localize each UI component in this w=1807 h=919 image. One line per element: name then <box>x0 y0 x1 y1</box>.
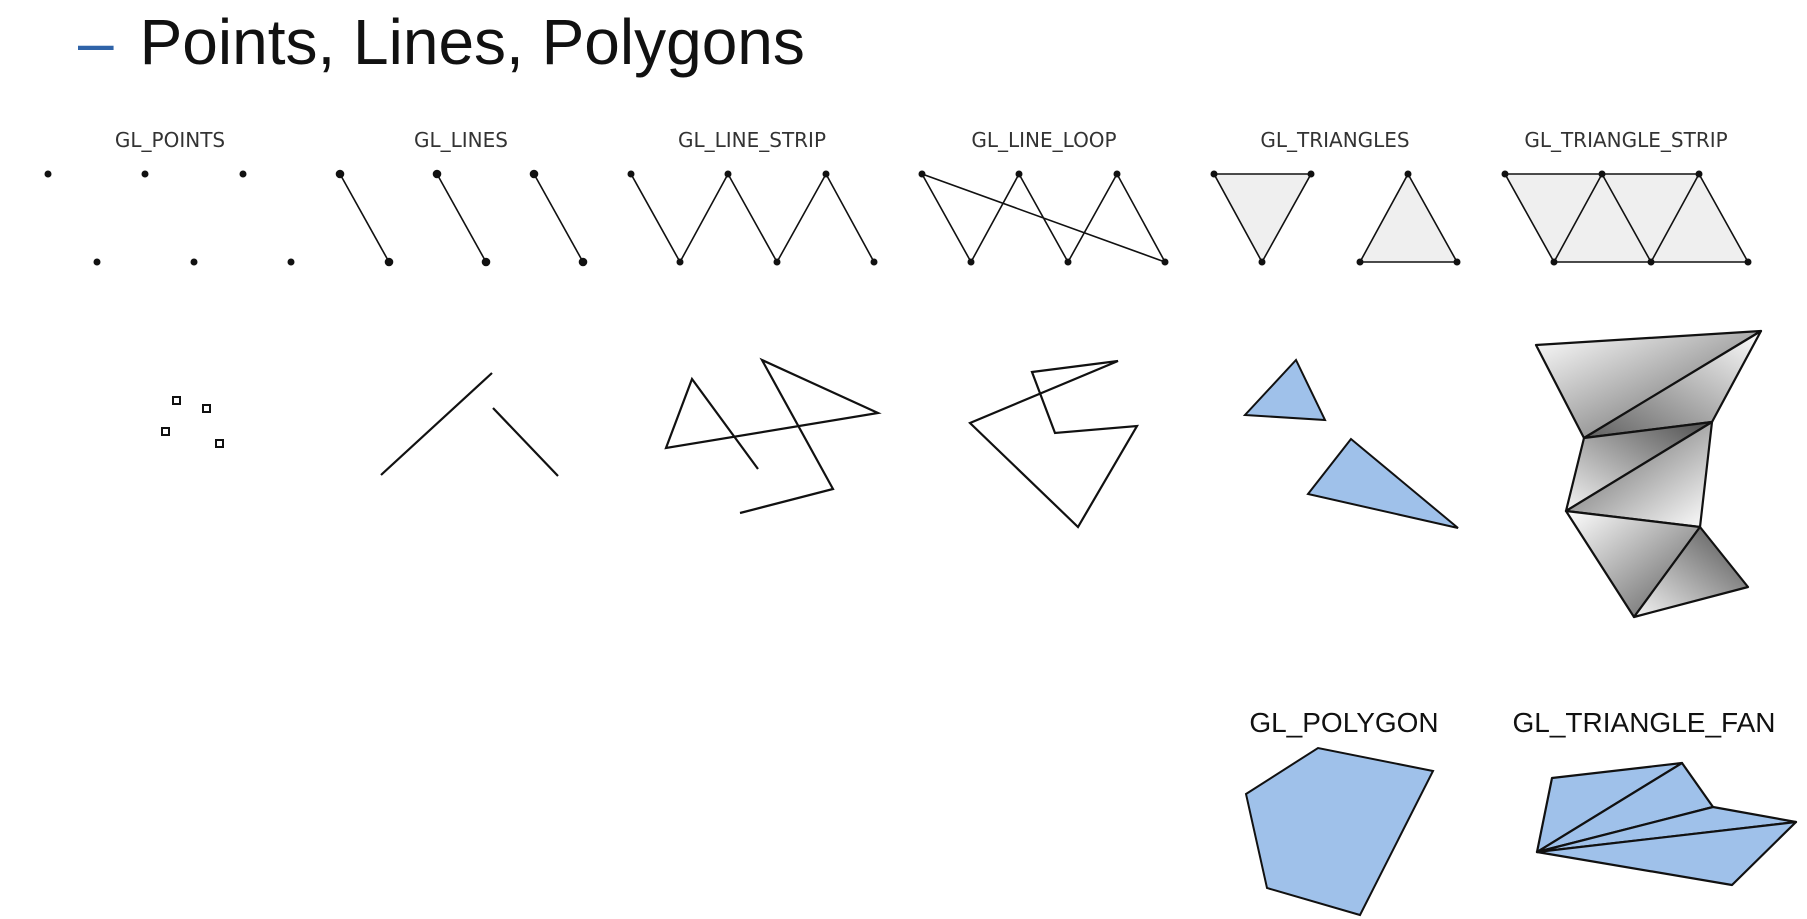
triangle-strip-example-top <box>1501 170 1752 266</box>
polygon-example <box>1244 746 1435 917</box>
triangles-example-middle <box>1242 358 1459 529</box>
line-loop-example-top <box>918 170 1169 266</box>
label-gl-polygon: GL_POLYGON <box>1249 707 1438 738</box>
label-gl-triangle-fan: GL_TRIANGLE_FAN <box>1513 707 1776 738</box>
bullet-dash: – <box>78 6 114 78</box>
line-loop-example-middle <box>968 359 1140 529</box>
label-gl-line-loop: GL_LINE_LOOP <box>971 128 1116 152</box>
label-gl-line-strip: GL_LINE_STRIP <box>678 128 826 152</box>
points-example-top <box>44 170 295 266</box>
label-gl-lines: GL_LINES <box>414 128 508 152</box>
triangles-example-top <box>1210 170 1461 266</box>
line-strip-example-middle <box>664 357 882 515</box>
line-strip-example-top <box>627 170 878 266</box>
label-gl-triangles: GL_TRIANGLES <box>1260 128 1409 152</box>
label-gl-points: GL_POINTS <box>115 128 225 152</box>
slide-title: Points, Lines, Polygons <box>139 6 805 78</box>
label-gl-triangle-strip: GL_TRIANGLE_STRIP <box>1524 128 1727 152</box>
lines-example-top <box>335 169 588 267</box>
slide-heading: – Points, Lines, Polygons <box>78 2 805 82</box>
points-example-middle <box>161 396 224 448</box>
triangle-strip-example-middle <box>1534 329 1763 619</box>
lines-example-middle <box>380 372 559 477</box>
triangle-fan-example <box>1535 761 1798 887</box>
